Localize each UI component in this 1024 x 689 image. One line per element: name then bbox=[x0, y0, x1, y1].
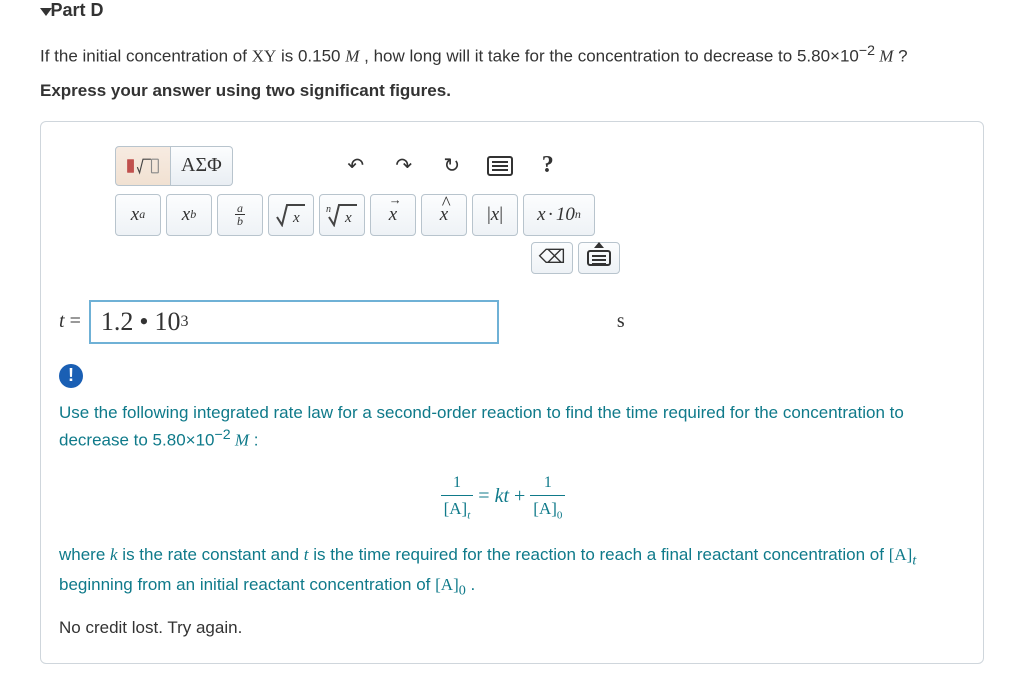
help-button[interactable]: ? bbox=[535, 153, 561, 179]
answer-input[interactable]: 1.2•103 bbox=[89, 300, 499, 344]
redo-button[interactable]: ↷ bbox=[391, 153, 417, 179]
reset-button[interactable]: ↻ bbox=[439, 153, 465, 179]
answer-panel: ΑΣΦ ↶ ↷ ↻ ? xa xb ab x nx →x ^x |x| bbox=[40, 121, 984, 664]
answer-unit: s bbox=[617, 310, 625, 333]
tab-greek[interactable]: ΑΣΦ bbox=[171, 146, 233, 186]
hat-button[interactable]: ^x bbox=[421, 194, 467, 236]
keyboard-icon bbox=[487, 156, 513, 176]
no-credit-msg: No credit lost. Try again. bbox=[59, 615, 947, 641]
keyboard-popup-button[interactable] bbox=[578, 242, 620, 274]
subscript-button[interactable]: xb bbox=[166, 194, 212, 236]
svg-text:x: x bbox=[344, 210, 352, 226]
nth-root-button[interactable]: nx bbox=[319, 194, 365, 236]
answer-line: t = 1.2•103 s bbox=[59, 300, 947, 344]
keyboard-popup-icon bbox=[587, 250, 611, 266]
warning-icon: ! bbox=[59, 364, 83, 388]
sqrt-icon: x bbox=[275, 203, 307, 227]
tab-templates[interactable] bbox=[115, 146, 171, 186]
feedback-text: Use the following integrated rate law fo… bbox=[59, 400, 947, 641]
keyboard-button[interactable] bbox=[487, 153, 513, 179]
question-text: If the initial concentration of XY is 0.… bbox=[40, 43, 984, 67]
part-header[interactable]: Part D bbox=[40, 0, 984, 21]
sci-notation-button[interactable]: x·10n bbox=[523, 194, 595, 236]
superscript-button[interactable]: xa bbox=[115, 194, 161, 236]
abs-button[interactable]: |x| bbox=[472, 194, 518, 236]
toolbar-tabs-row: ΑΣΦ ↶ ↷ ↻ ? bbox=[115, 146, 947, 186]
undo-button[interactable]: ↶ bbox=[343, 153, 369, 179]
vector-button[interactable]: →x bbox=[370, 194, 416, 236]
toolbar-buttons: xa xb ab x nx →x ^x |x| x·10n bbox=[115, 194, 645, 236]
instruction: Express your answer using two significan… bbox=[40, 81, 984, 101]
sqrt-button[interactable]: x bbox=[268, 194, 314, 236]
svg-text:x: x bbox=[292, 210, 300, 226]
nroot-icon: nx bbox=[325, 203, 359, 227]
templates-icon bbox=[126, 154, 160, 178]
svg-text:n: n bbox=[326, 204, 331, 215]
backspace-button[interactable]: ⌫ bbox=[531, 242, 573, 274]
rate-law-equation: 1[A]t = kt + 1[A]0 bbox=[59, 471, 947, 524]
fraction-button[interactable]: ab bbox=[217, 194, 263, 236]
part-label: Part D bbox=[50, 0, 103, 20]
